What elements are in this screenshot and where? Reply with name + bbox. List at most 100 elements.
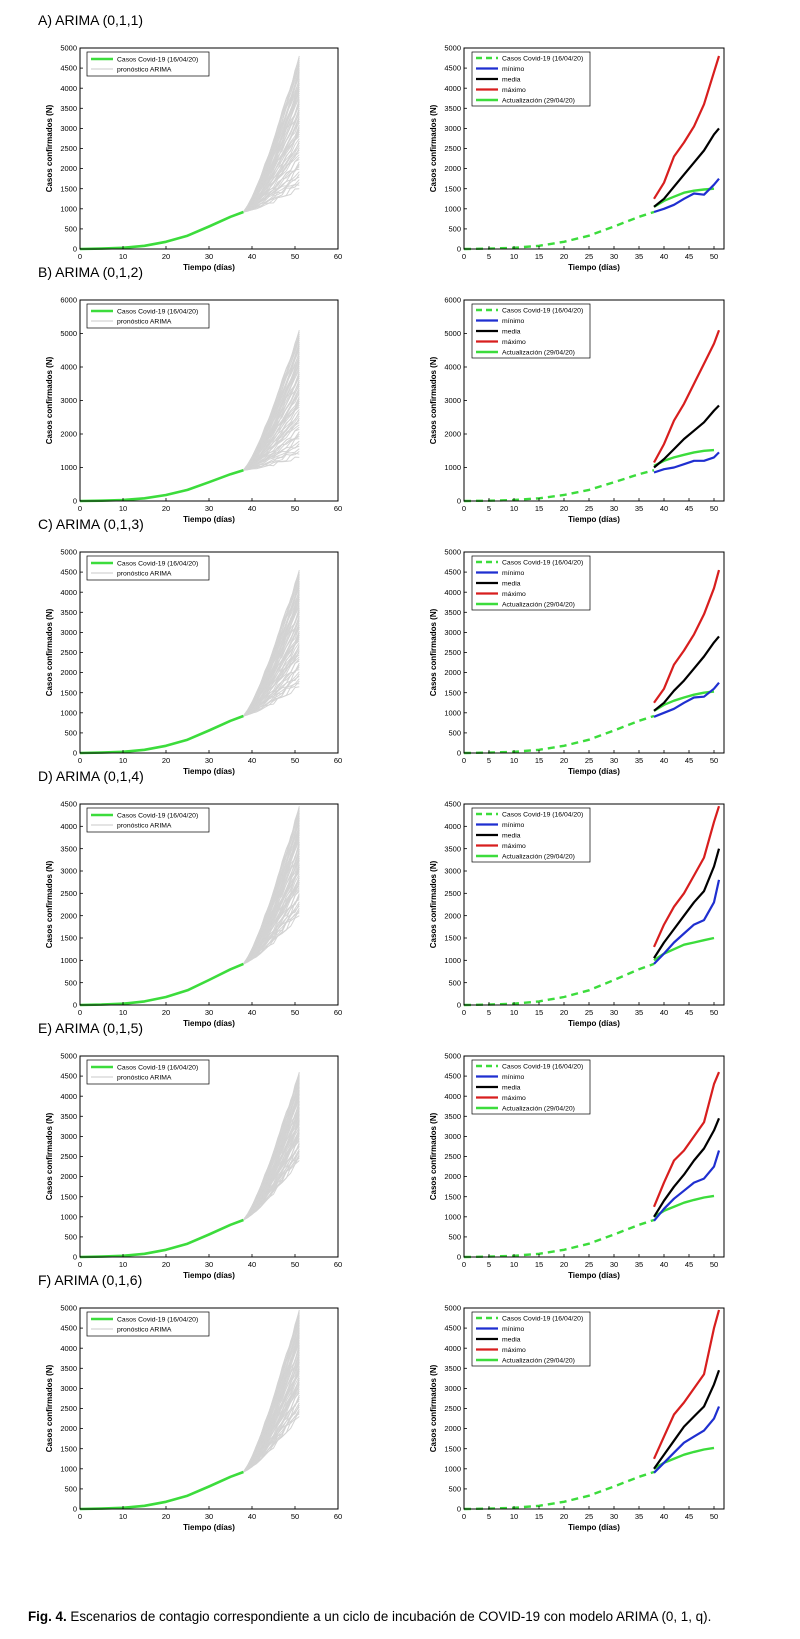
- x-tick-label: 0: [78, 756, 82, 765]
- legend-entry: mínimo: [502, 1074, 525, 1081]
- observed-cases-line: [79, 210, 244, 251]
- x-tick-label: 30: [205, 1260, 213, 1269]
- x-tick-label: 25: [585, 1260, 593, 1269]
- figure-row: A) ARIMA (0,1,1) 0 10 20 30 40 50 60 0 500 1000 150…: [0, 10, 800, 275]
- x-tick-label: 50: [291, 1512, 299, 1521]
- y-tick-label: 0: [73, 245, 77, 254]
- minimum-forecast-line: [653, 1150, 721, 1222]
- x-tick-label: 10: [119, 252, 127, 261]
- forecast-paths-chart: 0 10 20 30 40 50 60 0 500 1000 1500 2000 2500 3000 350…: [0, 514, 380, 779]
- y-tick-label: 2000: [60, 668, 77, 677]
- y-axis-label: Casos confirmados (N): [45, 104, 54, 192]
- panel-title: F) ARIMA (0,1,6): [38, 1272, 143, 1288]
- legend-entry: pronóstico ARIMA: [117, 319, 172, 326]
- y-tick-label: 1000: [60, 463, 77, 472]
- y-tick-label: 4500: [60, 568, 77, 577]
- y-tick-label: 4500: [444, 1324, 461, 1333]
- x-tick-label: 20: [162, 252, 170, 261]
- scenario-summary-chart-svg: 0 5 10 15 20 25 30 35 40 45 5005001000150020002500…: [429, 1052, 725, 1280]
- legend-box: [86, 1311, 210, 1337]
- x-axis-label: Tiempo (días): [183, 263, 235, 272]
- x-tick-label: 40: [248, 1008, 256, 1017]
- y-tick-label: 2500: [60, 1404, 77, 1413]
- x-tick-label: 50: [710, 756, 718, 765]
- y-tick-label: 500: [64, 978, 77, 987]
- mean-forecast-line: [653, 1369, 721, 1470]
- y-tick-label: 4000: [60, 84, 77, 93]
- y-tick-label: 6000: [60, 296, 77, 305]
- x-tick-label: 50: [710, 252, 718, 261]
- x-tick-label: 10: [510, 756, 518, 765]
- y-tick-label: 2500: [60, 648, 77, 657]
- y-tick-label: 3000: [444, 867, 461, 876]
- x-tick-label: 25: [585, 252, 593, 261]
- y-tick-label: 5000: [444, 1304, 461, 1313]
- y-tick-label: 0: [73, 497, 77, 506]
- legend-entry: Actualización (29/04/20): [502, 1358, 575, 1365]
- x-tick-label: 5: [487, 1008, 491, 1017]
- y-tick-label: 2000: [60, 164, 77, 173]
- legend-box: [86, 807, 210, 833]
- update-cases-line: [653, 1446, 715, 1470]
- y-axis-label: Casos confirmados (N): [429, 860, 438, 948]
- y-tick-label: 1000: [444, 204, 461, 213]
- observed-cases-line: [463, 469, 655, 503]
- y-tick-label: 2500: [444, 889, 461, 898]
- legend-entry: máximo: [502, 87, 526, 94]
- forecast-paths-chart: 0 10 20 30 40 50 60 0 500 1000 1500 2000 2500 3000 350…: [0, 10, 380, 275]
- y-tick-label: 3500: [60, 1112, 77, 1121]
- x-tick-label: 0: [78, 252, 82, 261]
- x-tick-label: 20: [560, 756, 568, 765]
- x-tick-label: 15: [535, 252, 543, 261]
- x-axis-label: Tiempo (días): [183, 1523, 235, 1532]
- forecast-paths: [242, 806, 300, 965]
- x-tick-label: 10: [119, 1008, 127, 1017]
- legend-entry: media: [502, 833, 521, 840]
- mean-forecast-line: [653, 848, 721, 959]
- forecast-path: [242, 1071, 300, 1221]
- x-tick-label: 25: [585, 504, 593, 513]
- x-axis-label: Tiempo (días): [183, 767, 235, 776]
- y-tick-label: 1500: [60, 184, 77, 193]
- y-tick-label: 4500: [60, 1072, 77, 1081]
- x-tick-label: 25: [585, 1008, 593, 1017]
- forecast-path: [242, 569, 300, 717]
- x-tick-label: 50: [291, 252, 299, 261]
- update-cases-line: [653, 1194, 715, 1218]
- y-tick-label: 2000: [444, 911, 461, 920]
- legend-entry: Casos Covid-19 (16/04/20): [502, 560, 583, 567]
- x-tick-label: 30: [205, 756, 213, 765]
- observed-cases-line: [463, 1470, 655, 1511]
- observed-cases-line: [463, 1218, 655, 1259]
- y-tick-label: 500: [64, 225, 77, 234]
- y-tick-label: 2000: [444, 164, 461, 173]
- x-tick-label: 50: [291, 1260, 299, 1269]
- x-tick-label: 30: [205, 1512, 213, 1521]
- x-tick-label: 30: [610, 1512, 618, 1521]
- x-tick-label: 45: [685, 1512, 693, 1521]
- y-tick-label: 5000: [444, 1052, 461, 1061]
- legend-entry: Actualización (29/04/20): [502, 350, 575, 357]
- figure-row: F) ARIMA (0,1,6) 0 10 20 30 40 50 60 0 500 1000 150…: [0, 1270, 800, 1535]
- legend-entry: Casos Covid-19 (16/04/20): [502, 812, 583, 819]
- maximum-forecast-line: [653, 55, 721, 200]
- y-tick-label: 3000: [60, 124, 77, 133]
- y-tick-label: 5000: [60, 548, 77, 557]
- x-tick-label: 40: [660, 1260, 668, 1269]
- y-tick-label: 1500: [60, 934, 77, 943]
- legend-entry: mínimo: [502, 66, 525, 73]
- y-tick-label: 2000: [60, 1172, 77, 1181]
- y-tick-label: 500: [64, 1485, 77, 1494]
- x-tick-label: 40: [248, 1512, 256, 1521]
- x-tick-label: 40: [660, 504, 668, 513]
- update-cases-line: [653, 936, 715, 962]
- observed-cases-line: [79, 714, 244, 755]
- y-tick-label: 3500: [444, 844, 461, 853]
- mean-forecast-line: [653, 635, 720, 712]
- x-axis-label: Tiempo (días): [568, 1523, 620, 1532]
- x-tick-label: 60: [334, 1512, 342, 1521]
- legend-entry: máximo: [502, 339, 526, 346]
- legend-entry: Actualización (29/04/20): [502, 602, 575, 609]
- y-tick-label: 5000: [444, 548, 461, 557]
- x-axis-label: Tiempo (días): [568, 515, 620, 524]
